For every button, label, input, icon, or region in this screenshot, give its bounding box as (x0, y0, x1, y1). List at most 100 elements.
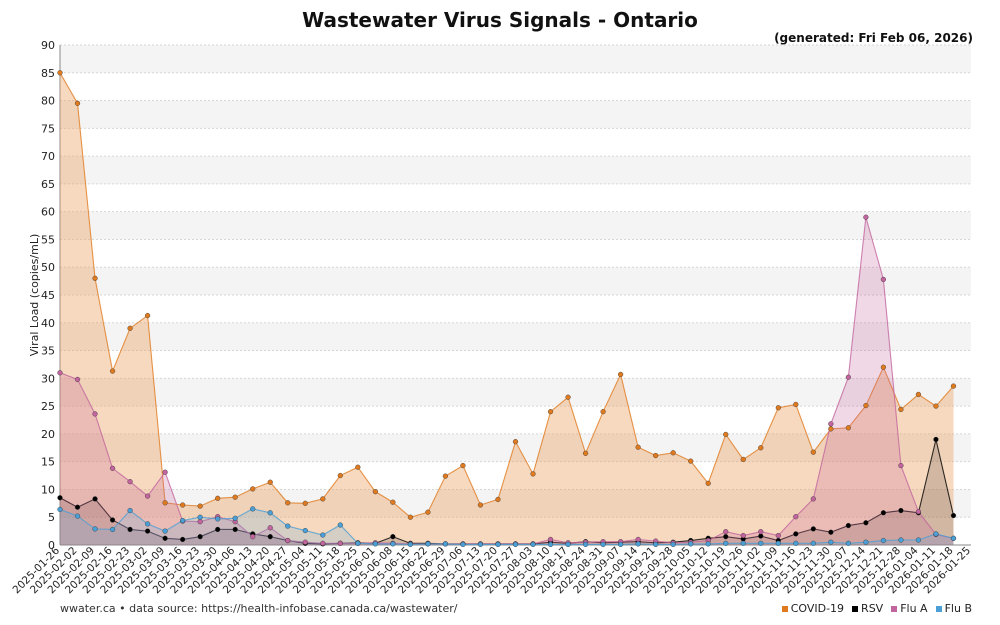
data-point-covid-19 (74, 100, 81, 106)
data-point-flu-a (162, 469, 168, 475)
data-point-flu-b (337, 522, 343, 528)
data-point-covid-19 (180, 502, 186, 508)
data-point-flu-a (92, 411, 98, 417)
data-point-flu-b (320, 532, 326, 538)
data-point-rsv (109, 517, 116, 523)
data-point-flu-b (898, 537, 904, 543)
data-point-flu-a (127, 479, 133, 485)
series-area-flu-a (60, 217, 954, 545)
data-point-covid-19 (740, 456, 746, 463)
y-tick-label: 65 (41, 178, 55, 191)
data-point-flu-b (758, 540, 764, 546)
legend-label: RSV (861, 602, 884, 615)
data-point-flu-a (285, 537, 291, 544)
data-point-covid-19 (810, 449, 816, 455)
y-axis-label: Viral Load (copies/mL) (28, 234, 41, 357)
data-point-rsv (215, 526, 221, 533)
data-point-flu-a (197, 519, 203, 525)
data-point-covid-19 (845, 425, 851, 431)
data-point-flu-b (810, 540, 816, 546)
data-point-covid-19 (933, 403, 939, 409)
data-point-flu-b (705, 541, 711, 547)
data-point-covid-19 (197, 503, 203, 509)
data-point-rsv (845, 522, 851, 529)
data-point-flu-b (775, 540, 781, 546)
data-point-flu-b (653, 541, 659, 548)
data-point-covid-19 (758, 445, 764, 451)
data-point-flu-a (74, 376, 81, 383)
data-point-rsv (810, 526, 816, 532)
data-point-flu-b (582, 541, 589, 548)
data-point-rsv (74, 504, 81, 510)
y-tick-label: 10 (41, 483, 55, 496)
data-point-covid-19 (705, 480, 711, 486)
data-point-rsv (197, 534, 203, 540)
data-point-rsv (880, 510, 887, 516)
data-point-covid-19 (547, 409, 554, 415)
legend-swatch (935, 605, 942, 612)
legend-item-covid-19: COVID-19 (781, 602, 845, 615)
legend-item-flu-b: Flu B (935, 602, 972, 615)
data-point-flu-b (92, 526, 98, 532)
series-area-flu-b (60, 508, 954, 545)
data-point-flu-a (302, 539, 308, 545)
data-point-flu-a (898, 462, 904, 469)
y-tick-label: 35 (41, 345, 55, 358)
grid-band (60, 489, 971, 518)
data-point-covid-19 (775, 405, 781, 411)
data-point-covid-19 (950, 383, 957, 389)
data-point-rsv (232, 526, 238, 533)
data-point-covid-19 (250, 486, 256, 492)
data-point-covid-19 (215, 495, 221, 501)
data-point-covid-19 (828, 426, 834, 432)
data-point-flu-b (144, 521, 151, 527)
grid-band (60, 322, 971, 351)
data-point-covid-19 (442, 473, 449, 479)
y-tick-label: 75 (41, 122, 55, 135)
y-tick-label: 15 (41, 456, 55, 469)
data-point-covid-19 (302, 500, 308, 506)
legend-label: COVID-19 (790, 602, 845, 615)
data-point-flu-b (285, 523, 291, 529)
y-tick-label: 60 (41, 206, 55, 219)
data-point-flu-a (267, 525, 273, 531)
data-point-covid-19 (582, 450, 589, 456)
data-point-rsv (793, 531, 799, 537)
data-point-flu-b (688, 541, 694, 547)
data-point-flu-a (57, 370, 63, 376)
data-point-covid-19 (915, 391, 922, 398)
data-point-flu-a (845, 374, 851, 380)
data-point-rsv (92, 496, 98, 502)
data-point-rsv (144, 528, 151, 534)
data-point-rsv (933, 436, 939, 443)
data-point-flu-a (144, 493, 151, 499)
data-point-flu-b (547, 541, 554, 548)
data-point-flu-a (250, 534, 256, 540)
legend-swatch (852, 605, 859, 612)
data-point-flu-a (828, 421, 834, 427)
data-point-flu-a (320, 540, 326, 546)
series-line-flu-b (59, 508, 954, 545)
data-point-covid-19 (863, 402, 869, 409)
grid-band (60, 156, 971, 184)
data-point-flu-b (845, 540, 851, 546)
y-tick-label: 20 (41, 428, 55, 441)
data-point-flu-b (180, 517, 186, 524)
data-point-covid-19 (670, 450, 676, 456)
data-point-covid-19 (425, 509, 431, 515)
data-point-flu-b (915, 537, 922, 543)
data-point-flu-b (232, 515, 238, 521)
data-point-covid-19 (530, 471, 536, 477)
data-point-rsv (950, 512, 957, 519)
data-point-covid-19 (407, 514, 413, 520)
data-point-flu-b (390, 541, 396, 547)
data-point-covid-19 (880, 364, 887, 370)
data-point-flu-a (740, 532, 746, 539)
data-point-rsv (180, 536, 186, 543)
y-tick-label: 85 (41, 67, 55, 80)
data-point-flu-b (302, 527, 308, 534)
data-point-flu-b (407, 541, 413, 548)
data-point-rsv (863, 520, 869, 526)
data-point-flu-b (880, 537, 887, 544)
